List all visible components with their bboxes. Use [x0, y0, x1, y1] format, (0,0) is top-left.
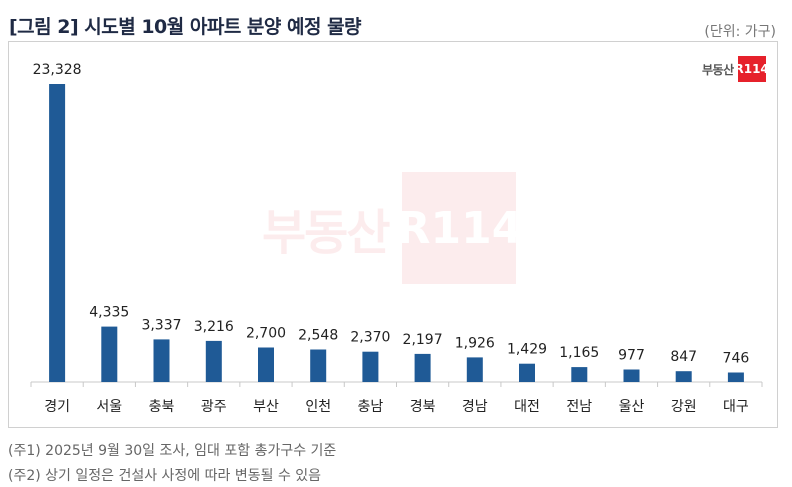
category-label-2: 충북: [149, 399, 175, 415]
watermark-mark: R114: [397, 172, 522, 284]
footnote-2: (주2) 상기 일정은 건설사 사정에 따라 변동될 수 있음: [8, 468, 322, 484]
category-label-5: 인천: [305, 399, 331, 415]
bar-9: [519, 363, 535, 382]
value-label-13: 746: [723, 351, 750, 367]
value-label-7: 2,197: [403, 332, 443, 348]
category-label-6: 충남: [358, 399, 384, 415]
chart-title: [그림 2] 시도별 10월 아파트 분양 예정 물량: [9, 16, 362, 38]
watermark-logo: 부동산 R114: [262, 172, 522, 284]
category-label-1: 서울: [96, 399, 122, 415]
watermark-text: 부동산: [262, 205, 390, 261]
category-label-0: 경기: [44, 399, 70, 415]
value-label-5: 2,548: [298, 328, 338, 344]
category-label-11: 울산: [619, 399, 645, 415]
bar-0: [49, 84, 66, 382]
value-label-3: 3,216: [194, 319, 234, 335]
bar-13: [727, 372, 744, 382]
category-label-13: 대구: [723, 399, 749, 415]
value-label-6: 2,370: [350, 330, 390, 346]
logo-mark: R114: [734, 56, 769, 82]
bar-11: [623, 369, 640, 382]
value-label-4: 2,700: [246, 326, 286, 342]
value-label-1: 4,335: [89, 305, 129, 321]
bar-12: [675, 371, 692, 382]
category-label-4: 부산: [253, 399, 279, 415]
value-label-12: 847: [670, 349, 697, 365]
value-label-2: 3,337: [141, 317, 181, 333]
bar-4: [258, 347, 274, 382]
bar-8: [466, 357, 483, 382]
value-label-8: 1,926: [455, 335, 495, 351]
category-label-9: 대전: [514, 399, 540, 415]
unit-label: (단위: 가구): [704, 24, 776, 40]
bar-1: [101, 326, 118, 382]
category-label-10: 전남: [566, 399, 592, 415]
value-label-9: 1,429: [507, 342, 547, 358]
bar-7: [414, 353, 431, 382]
value-label-0: 23,328: [33, 62, 82, 78]
category-label-12: 강원: [671, 399, 697, 415]
footnote-1: (주1) 2025년 9월 30일 조사, 임대 포함 총가구수 기준: [8, 443, 337, 459]
bar-2: [153, 339, 170, 382]
value-label-11: 977: [618, 348, 645, 364]
bar-5: [310, 349, 327, 382]
logo-text: 부동산: [702, 62, 734, 77]
bar-10: [571, 367, 588, 382]
category-label-8: 경남: [462, 399, 488, 415]
category-label-3: 광주: [201, 399, 227, 415]
bar-3: [205, 340, 222, 382]
bar-6: [362, 351, 379, 382]
brand-logo: 부동산 R114: [702, 56, 769, 82]
value-label-10: 1,165: [559, 345, 599, 361]
chart-frame: [8, 41, 778, 428]
category-label-7: 경북: [410, 399, 436, 415]
